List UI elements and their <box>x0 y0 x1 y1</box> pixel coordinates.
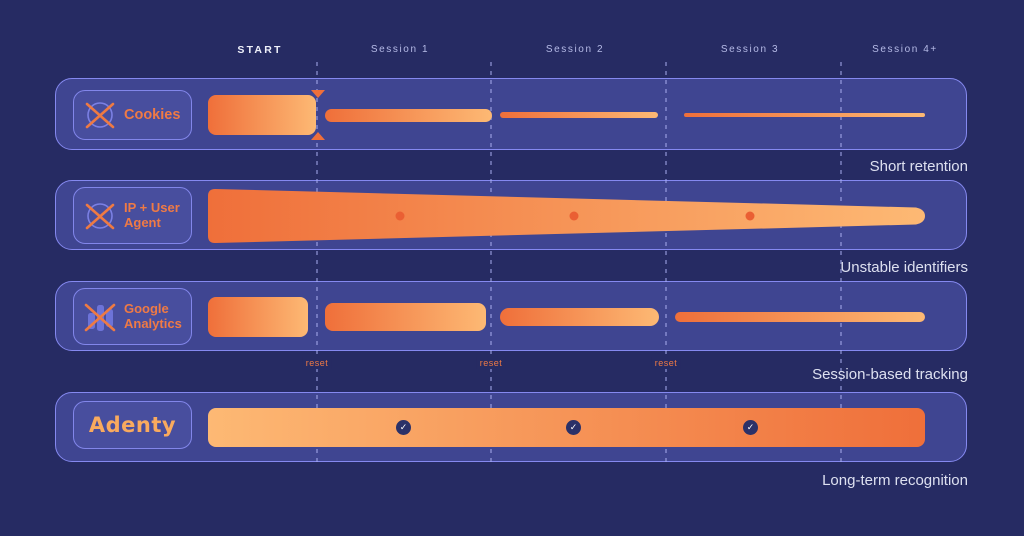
session-boundary-line-1 <box>316 62 318 466</box>
google-analytics-bar-session-2 <box>500 308 659 326</box>
check-icon: ✓ <box>566 420 581 435</box>
ip-user-agent-label-line1: IP + User <box>124 199 180 215</box>
ip-user-agent-method-pill: IP + User Agent <box>73 187 192 244</box>
adenty-caption: Long-term recognition <box>822 472 968 489</box>
ip-user-agent-taper-bar <box>208 189 925 243</box>
google-analytics-bar-session-3-4 <box>675 312 925 322</box>
blocked-circle-icon <box>83 98 117 132</box>
google-analytics-label-line2: Analytics <box>124 315 182 331</box>
triangle-down-icon <box>311 90 325 98</box>
cookies-label: Cookies <box>124 106 181 123</box>
cookies-bar-session-1 <box>325 109 492 122</box>
cookies-bar-session-2 <box>500 112 658 118</box>
session-dot <box>395 211 405 221</box>
check-glyph: ✓ <box>399 422 408 432</box>
ip-user-agent-label-line2: Agent <box>124 214 161 230</box>
column-header-session-3: Session 3 <box>720 44 780 55</box>
adenty-method-pill: Adenty <box>73 401 192 449</box>
cookies-caption: Short retention <box>869 158 968 175</box>
reset-marker-3: reset <box>651 357 681 369</box>
google-analytics-bar-session-1 <box>325 303 486 331</box>
cookies-bar-session-3-4 <box>684 113 925 117</box>
blocked-circle-icon <box>83 199 117 233</box>
google-analytics-bar-start <box>208 297 308 337</box>
session-boundary-line-4 <box>840 62 842 466</box>
column-header-start: START <box>237 44 283 56</box>
reset-marker-2: reset <box>476 357 506 369</box>
blocked-analytics-icon <box>83 300 117 334</box>
google-analytics-method-pill: Google Analytics <box>73 288 192 345</box>
google-analytics-caption: Session-based tracking <box>812 366 968 383</box>
google-analytics-label: Google Analytics <box>124 300 182 331</box>
check-glyph: ✓ <box>746 422 755 432</box>
check-icon: ✓ <box>743 420 758 435</box>
column-header-session-2: Session 2 <box>545 44 605 55</box>
cookies-method-pill: Cookies <box>73 90 192 140</box>
reset-marker-1: reset <box>302 357 332 369</box>
ip-user-agent-label: IP + User Agent <box>124 199 180 230</box>
column-header-session-4plus: Session 4+ <box>872 44 938 55</box>
column-header-session-1: Session 1 <box>370 44 430 55</box>
session-dot <box>745 211 755 221</box>
session-boundary-line-3 <box>665 62 667 466</box>
check-icon: ✓ <box>396 420 411 435</box>
adenty-logo: Adenty <box>88 413 177 437</box>
ip-user-agent-caption: Unstable identifiers <box>840 259 968 276</box>
check-glyph: ✓ <box>569 422 578 432</box>
triangle-up-icon <box>311 132 325 140</box>
cookies-bar-start <box>208 95 316 135</box>
session-boundary-line-2 <box>490 62 492 466</box>
google-analytics-label-line1: Google <box>124 300 169 316</box>
session-dot <box>569 211 579 221</box>
